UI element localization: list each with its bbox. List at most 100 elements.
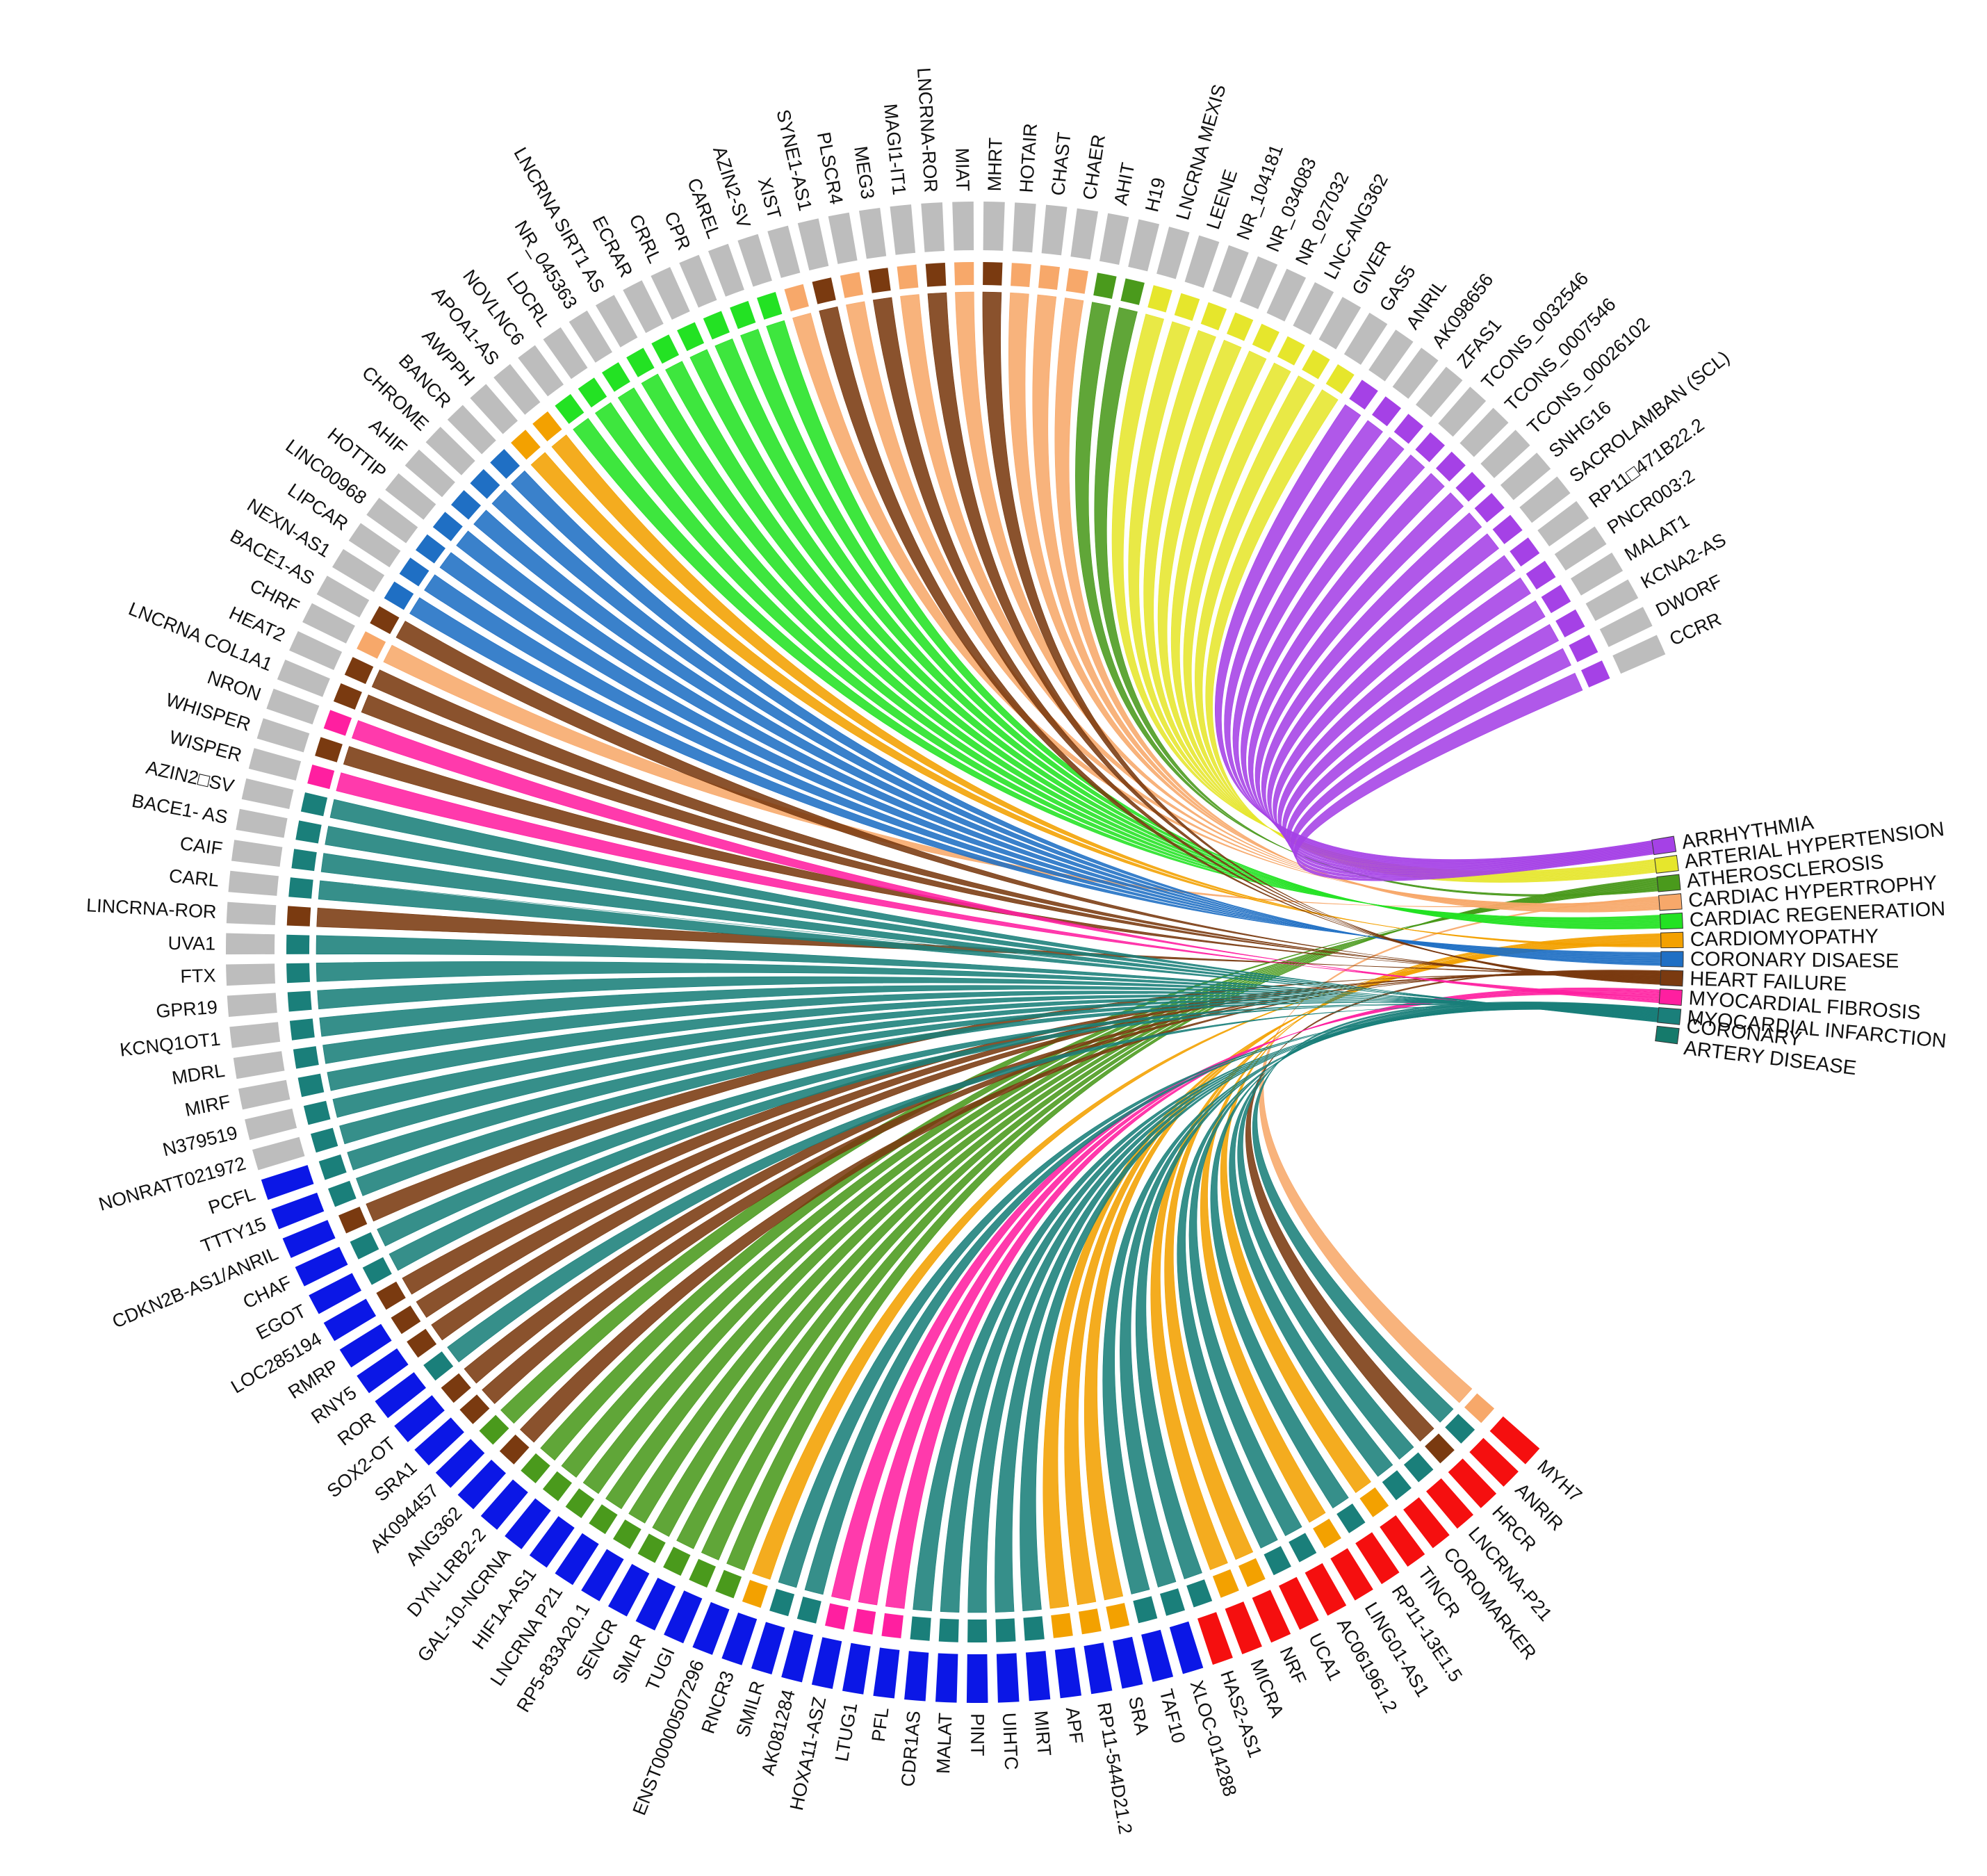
lncrna-label-uca1: UCA1	[1305, 1630, 1346, 1684]
disease-mark-rp11-544d21-2	[1078, 1608, 1102, 1635]
disease-label-cardiomyopathy: CARDIOMYOPATHY	[1690, 925, 1879, 951]
segment-bancr	[447, 405, 496, 455]
ribbon-bancr	[511, 470, 1662, 966]
segment-whisper	[256, 718, 310, 753]
disease-mark-hottip	[432, 512, 463, 541]
disease-mark-taf10	[1133, 1596, 1158, 1624]
disease-mark-bancr	[490, 449, 520, 479]
segment-azin2-sv	[737, 234, 772, 287]
disease-arc-myocardial-fibrosis	[1658, 988, 1683, 1006]
disease-mark-ak081284	[796, 1597, 821, 1624]
segment-nr-034083	[1239, 256, 1278, 309]
disease-mark-anril	[1349, 380, 1378, 410]
disease-arc-coronary-artery-disease	[1655, 1025, 1680, 1045]
disease-mark-kcna2-as	[1555, 609, 1585, 637]
disease-mark-leene	[1174, 293, 1200, 321]
disease-mark-nr-045363	[602, 362, 630, 392]
disease-mark-giver	[1302, 350, 1330, 380]
ribbon-carel	[740, 329, 1661, 928]
ribbon-miat	[955, 291, 1660, 908]
segment-lncrna-mexis	[1156, 227, 1190, 279]
segment-apf	[1054, 1647, 1081, 1699]
segment-lincrna-ror	[226, 902, 277, 925]
disease-arc-coronary-disaese	[1660, 951, 1684, 968]
segment-kcna2-as	[1585, 579, 1639, 621]
segment-ahit	[1099, 213, 1129, 265]
segment-ftx	[226, 963, 275, 986]
segment-chaf	[295, 1246, 348, 1287]
lncrna-label-caif: CAIF	[179, 833, 224, 859]
lncrna-label-leene: LEENE	[1202, 167, 1241, 231]
segment-rp11-544d21-2	[1084, 1642, 1113, 1695]
disease-mark-sencr	[637, 1533, 666, 1563]
disease-mark-hif1a-as1	[565, 1488, 595, 1519]
segment-lncrna-sirt1-as	[596, 295, 638, 348]
ribbon-chaer	[1054, 297, 1660, 913]
segment-cdkn2b-as1-anril	[282, 1220, 336, 1258]
disease-mark-crrl	[677, 322, 705, 352]
disease-mark-tincr	[1359, 1487, 1389, 1517]
ribbon-nr-034083	[1157, 339, 1656, 877]
disease-mark-lipcar	[399, 557, 430, 587]
ribbon-nexn-as1	[409, 597, 1662, 954]
ribbon-azin2-sv	[329, 799, 1658, 1022]
segment-magi1-it1	[890, 204, 916, 255]
segment-ahif	[404, 449, 455, 498]
disease-mark-nr-034083	[1227, 312, 1254, 341]
ribbon-azin2-sv	[766, 320, 1661, 929]
segment-ang362	[457, 1460, 506, 1510]
disease-mark-tcons-0007546	[1436, 451, 1466, 482]
disease-mark-sacrolamban-scl	[1492, 514, 1523, 544]
disease-mark-tcons-0032546	[1415, 432, 1445, 462]
lncrna-label-lincrna-ror: LINCRNA-ROR	[85, 895, 217, 922]
segment-ccrr	[1612, 635, 1666, 674]
disease-mark-azin2-sv	[300, 792, 328, 817]
disease-arc-myocardial-infarction	[1657, 1006, 1682, 1025]
segment-uca1	[1279, 1576, 1319, 1630]
disease-mark-tcons-00026102	[1455, 471, 1486, 502]
ribbon-ccrr	[1293, 673, 1655, 881]
disease-mark-micra	[1212, 1569, 1239, 1598]
segment-gpr19	[227, 993, 277, 1017]
segment-nron	[266, 688, 320, 725]
disease-mark-whisper	[315, 737, 343, 762]
disease-mark-novlnc6	[555, 393, 584, 424]
segment-lncrna-col1a1	[277, 660, 330, 697]
ribbon-ltug1	[858, 990, 1660, 1606]
disease-mark-lincrna-ror	[286, 906, 311, 927]
disease-mark-coromarker	[1382, 1470, 1412, 1501]
disease-mark-ccrr	[1581, 660, 1610, 687]
ribbon-nr-104181	[1143, 329, 1656, 876]
disease-mark-malat	[938, 1618, 959, 1642]
segment-pint	[966, 1654, 988, 1704]
segment-giver	[1318, 297, 1362, 350]
disease-color-ring	[286, 262, 1610, 1642]
segment-nexn-as1	[332, 548, 385, 592]
segment-rny5	[357, 1348, 409, 1394]
lncrna-label-ak081284: AK081284	[758, 1688, 799, 1778]
disease-mark-ak094457	[479, 1414, 509, 1445]
disease-mark-heat2	[344, 657, 374, 685]
segment-plscr4	[828, 212, 858, 264]
disease-mark-lncrna-mexis	[1147, 285, 1172, 313]
lncrna-label-chaer: CHAER	[1079, 133, 1109, 201]
ribbon-chrome	[491, 489, 1662, 964]
disease-mark-pncr003-2	[1526, 560, 1556, 590]
segment-nrf	[1252, 1590, 1291, 1643]
lncrna-label-nrf: NRF	[1275, 1644, 1310, 1688]
disease-mark-rp5-833a20-1	[613, 1519, 641, 1549]
segment-apoa1-as	[493, 364, 541, 415]
ribbon-crrl	[689, 349, 1661, 926]
ribbon-wisper	[336, 772, 1660, 1001]
segment-ecrar	[623, 280, 664, 334]
disease-mark-gpr19	[287, 990, 312, 1012]
ribbon-xist	[792, 313, 1660, 905]
disease-mark-ltug1	[853, 1608, 876, 1635]
lncrna-label-lncrna-col1a1: LNCRNA COL1A1	[126, 598, 276, 676]
ribbon-lnc-ang362	[1183, 362, 1657, 880]
disease-mark-nexn-as1	[384, 581, 414, 610]
disease-mark-h19	[1120, 278, 1145, 305]
disease-mark-sox2-ot	[441, 1373, 471, 1403]
disease-mark-has2-as1	[1186, 1579, 1213, 1608]
